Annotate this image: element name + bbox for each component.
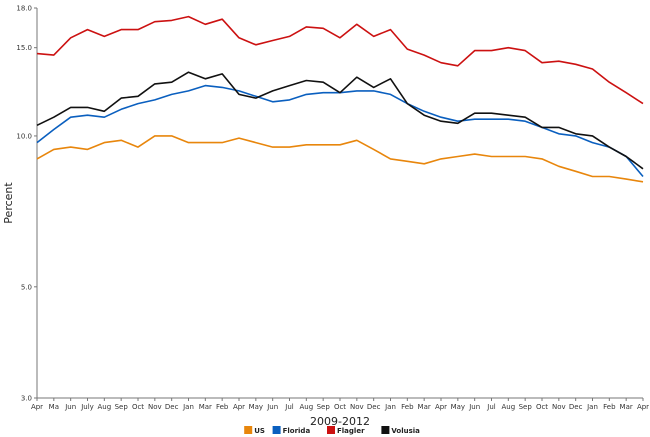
legend-label-florida: Florida <box>283 427 311 435</box>
x-tick-label: Jun <box>266 403 278 411</box>
y-tick-labels: 3.0 5.0 10.0 15.0 18.0 <box>16 5 37 403</box>
x-tick-label: Aug <box>299 403 313 411</box>
legend-swatch-us <box>244 426 253 434</box>
x-tick-label: Aug <box>97 403 111 411</box>
x-tick-label: Oct <box>536 403 548 411</box>
x-tick-label: Mar <box>199 403 212 411</box>
x-tick-label: Jul <box>284 403 294 411</box>
series-lines <box>36 15 644 183</box>
legend-label-volusia: Volusia <box>391 427 420 435</box>
x-tick-label: Sep <box>519 403 533 411</box>
x-tick-label: Nov <box>148 403 162 411</box>
x-tick-label: Apr <box>637 403 649 411</box>
x-tick-label: Aug <box>501 403 515 411</box>
x-tick-label: Ma <box>49 403 59 411</box>
legend-label-us: US <box>254 427 265 435</box>
x-tick-label: Nov <box>350 403 364 411</box>
x-tick-label: Jun <box>64 403 76 411</box>
y-tick-label: 3.0 <box>21 395 32 403</box>
x-tick-label: Apr <box>435 403 447 411</box>
x-tick-label: Jan <box>182 403 194 411</box>
y-tick-label: 15.0 <box>16 44 32 52</box>
x-tick-label: Dec <box>165 403 179 411</box>
x-tick-label: May <box>249 403 263 411</box>
x-tick-label: Apr <box>31 403 43 411</box>
x-tick-label: Dec <box>367 403 381 411</box>
y-tick-label: 10.0 <box>16 132 32 140</box>
legend-swatch-volusia <box>381 426 390 434</box>
x-tick-label: Mar <box>418 403 431 411</box>
series-line-volusia <box>36 71 644 170</box>
x-axis-title: 2009-2012 <box>310 415 370 428</box>
x-tick-label: Nov <box>552 403 566 411</box>
legend-label-flagler: Flagler <box>337 427 365 435</box>
x-tick-label: May <box>451 403 465 411</box>
x-tick-label: Sep <box>317 403 331 411</box>
series-line-us <box>36 135 644 183</box>
series-line-flagler <box>36 15 644 105</box>
x-tick-label: Dec <box>569 403 583 411</box>
x-tick-label: Oct <box>334 403 346 411</box>
y-tick-label: 5.0 <box>21 283 32 291</box>
x-tick-label: Feb <box>603 403 616 411</box>
x-tick-label: Jan <box>384 403 396 411</box>
x-tick-label: Jan <box>586 403 598 411</box>
x-tick-label: Apr <box>233 403 245 411</box>
x-tick-labels: Apr Ma Jun July Aug Sep Oct Nov Dec Jan Mar Feb Apr M… <box>31 398 649 411</box>
chart-axes <box>36 8 643 399</box>
legend-swatch-flagler <box>327 426 335 434</box>
y-axis-title: Percent <box>2 182 15 224</box>
x-tick-label: July <box>80 403 94 411</box>
x-tick-label: Jul <box>486 403 496 411</box>
x-tick-label: Feb <box>401 403 414 411</box>
y-tick-label: 18.0 <box>16 5 32 13</box>
x-tick-label: Feb <box>216 403 229 411</box>
x-tick-label: Jun <box>468 403 480 411</box>
legend-swatch-florida <box>272 426 281 434</box>
x-tick-label: Sep <box>115 403 129 411</box>
chart-legend: US Florida Flagler Volusia <box>244 426 420 435</box>
x-tick-label: Oct <box>132 403 144 411</box>
x-tick-label: Mar <box>620 403 633 411</box>
